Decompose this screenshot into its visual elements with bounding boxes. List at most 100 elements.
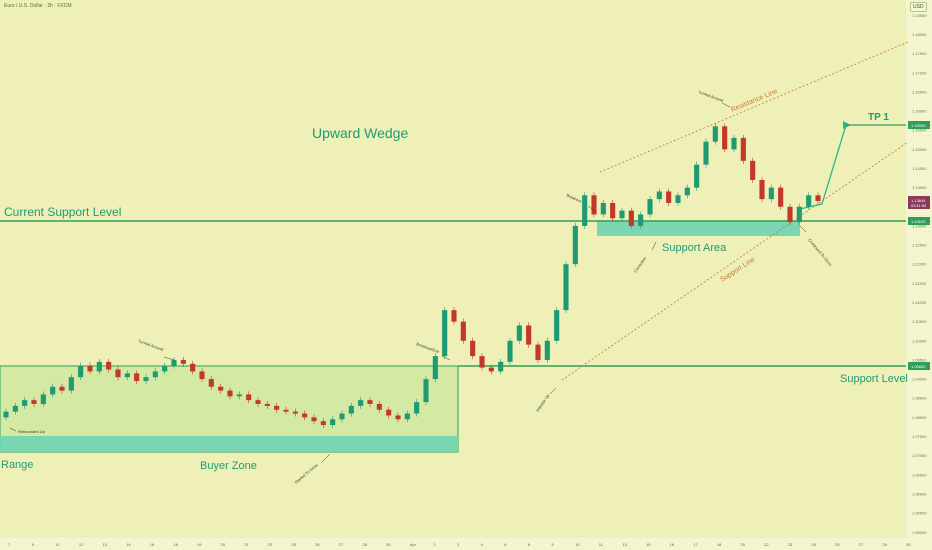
- date-tick-label: 8: [528, 542, 531, 547]
- candle: [768, 187, 774, 200]
- candle: [367, 400, 373, 404]
- candle: [386, 409, 392, 416]
- date-tick-label: 9: [32, 542, 35, 547]
- date-tick-label: 25: [835, 542, 840, 547]
- date-tick-label: 13: [622, 542, 627, 547]
- date-tick-label: 14: [126, 542, 131, 547]
- current-support-level-label: Current Support Level: [4, 205, 121, 219]
- arrow-turned-around-left: [163, 356, 175, 361]
- candle: [3, 411, 9, 418]
- price-tick-label: 1.12500: [912, 243, 927, 248]
- date-tick-label: 18: [173, 542, 178, 547]
- price-tick-label: 1.05500: [912, 511, 927, 516]
- candle: [31, 400, 37, 404]
- annotation-arrows: [9, 102, 807, 463]
- tp-projection-path: [799, 124, 847, 210]
- candle: [432, 356, 438, 380]
- candle: [488, 367, 494, 372]
- date-tick-label: 15: [646, 542, 651, 547]
- current-price-tag-bg: [908, 196, 930, 209]
- candle: [610, 202, 616, 219]
- currency-badge[interactable]: USD: [910, 2, 927, 12]
- candle: [628, 210, 634, 226]
- pair-title: Euro / U.S. Dollar · 2h · FXCM: [4, 3, 72, 9]
- breakout-note: Breakout: [566, 192, 583, 204]
- candle: [414, 402, 420, 414]
- candle: [180, 359, 186, 364]
- candle: [731, 137, 737, 150]
- price-tick-label: 1.09000: [912, 377, 927, 382]
- candle: [115, 369, 121, 378]
- candle: [162, 365, 168, 372]
- date-tick-label: 9: [552, 542, 555, 547]
- price-tick-label: 1.14500: [912, 166, 927, 171]
- date-ticks-group: 7 9 11 12 13 14 16 18 19 20 21 23 25 26 27 28 30 Apr 2 3 4 6 8…: [8, 542, 911, 547]
- candle: [236, 394, 242, 397]
- price-tick-label: 1.14000: [912, 185, 927, 190]
- candle: [423, 379, 429, 403]
- candle: [218, 386, 224, 391]
- date-tick-label: 13: [103, 542, 108, 547]
- date-tick-label: 21: [244, 542, 249, 547]
- lower-level-tag-bg: [908, 362, 930, 370]
- date-tick-label: 3: [457, 542, 460, 547]
- price-tick-label: 1.18000: [912, 32, 927, 37]
- price-tick-label: 1.07000: [912, 453, 927, 458]
- candle: [526, 325, 532, 345]
- range-label: Range: [1, 459, 33, 471]
- rebounded-up-note: Rebounded Up: [18, 429, 46, 434]
- price-tick-label: 1.06000: [912, 491, 927, 496]
- candle: [404, 413, 410, 420]
- candle: [684, 187, 690, 196]
- candle: [78, 365, 84, 378]
- candle: [96, 361, 102, 372]
- date-tick-label: 30: [386, 542, 391, 547]
- support-line: [561, 141, 909, 381]
- candle: [815, 195, 821, 202]
- price-tick-label: 1.10000: [912, 338, 927, 343]
- price-tick-label: 1.15500: [912, 128, 927, 133]
- price-tick-label: 1.08000: [912, 415, 927, 420]
- candle: [703, 141, 709, 165]
- arrow-turned-around-top: [721, 102, 731, 108]
- candle: [796, 206, 802, 223]
- candle: [722, 126, 728, 150]
- time-axis-panel: [0, 538, 932, 550]
- arrow-correction: [651, 241, 657, 251]
- tp1-label: TP 1: [868, 112, 889, 123]
- price-tick-label: 1.16000: [912, 109, 927, 114]
- arrow-started-to-grow: [321, 453, 331, 463]
- candle: [479, 356, 485, 368]
- candle: [759, 179, 765, 200]
- date-tick-label: 27: [339, 542, 344, 547]
- arrow-rebounded-up: [9, 427, 17, 432]
- candle: [507, 340, 513, 362]
- candle: [199, 371, 205, 380]
- upper-level-tag-bg: [908, 217, 930, 225]
- candle: [656, 191, 662, 200]
- candle: [255, 400, 261, 404]
- candle: [134, 373, 140, 382]
- candle: [330, 419, 336, 426]
- price-axis-panel: [906, 0, 932, 550]
- date-tick-label: 16: [670, 542, 675, 547]
- upward-wedge-label: Upward Wedge: [312, 125, 408, 141]
- candle: [647, 199, 653, 215]
- candle: [12, 405, 18, 412]
- price-tick-label: 1.11500: [912, 281, 927, 286]
- support-area-label: Support Area: [662, 242, 727, 254]
- date-tick-label: 28: [362, 542, 367, 547]
- price-tick-label: 1.11000: [912, 300, 927, 305]
- candle: [50, 386, 56, 395]
- date-tick-label: 4: [481, 542, 484, 547]
- support-area-band: [597, 221, 800, 236]
- candle: [152, 371, 158, 378]
- candle: [283, 409, 289, 412]
- date-tick-label: 7: [8, 542, 11, 547]
- candle: [339, 413, 345, 420]
- candle: [498, 361, 504, 372]
- candle: [544, 340, 550, 360]
- price-tick-label: 1.10500: [912, 319, 927, 324]
